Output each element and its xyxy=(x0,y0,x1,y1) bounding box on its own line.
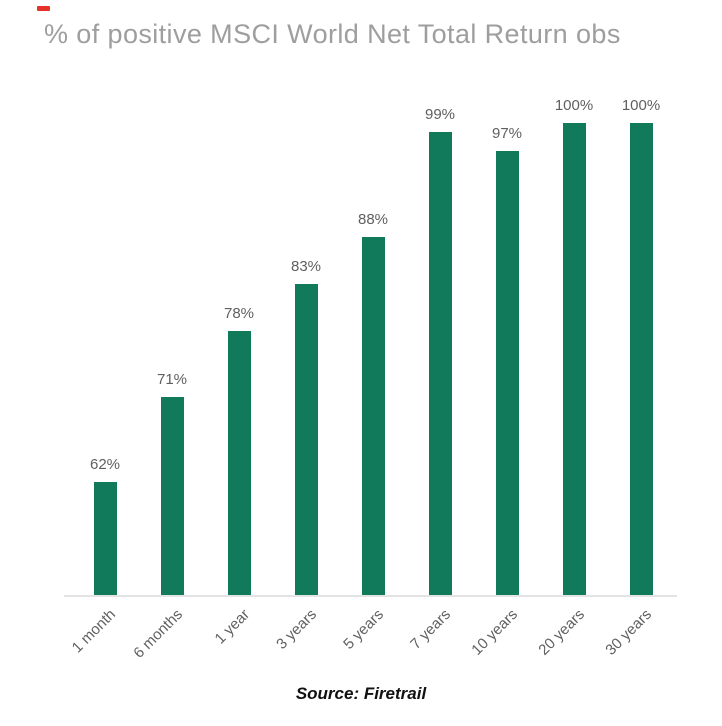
chart-title: % of positive MSCI World Net Total Retur… xyxy=(44,19,621,49)
bar-value-label: 100% xyxy=(554,97,594,114)
x-tick-label: 1 year xyxy=(211,606,254,648)
bar-value-label: 99% xyxy=(424,106,456,123)
bar xyxy=(227,331,251,596)
source-note: Source: Firetrail xyxy=(295,684,427,703)
x-tick-label: 3 years xyxy=(273,606,321,653)
bar xyxy=(495,151,519,596)
x-tick-label: 20 years xyxy=(535,606,589,659)
x-axis-line xyxy=(64,595,677,597)
x-tick-label: 7 years xyxy=(407,606,455,653)
bar-value-label: 100% xyxy=(621,97,661,114)
bar xyxy=(160,397,184,596)
bar-value-label: 83% xyxy=(290,258,322,275)
bar-value-label: 88% xyxy=(357,211,389,228)
x-tick-label: 30 years xyxy=(602,606,656,659)
x-tick-label: 6 months xyxy=(130,606,187,662)
bar-value-label: 62% xyxy=(89,456,121,473)
bar xyxy=(294,284,318,596)
bar-value-label: 97% xyxy=(491,125,523,142)
bar-value-label: 71% xyxy=(156,371,188,388)
bar xyxy=(361,237,385,596)
bar xyxy=(428,132,452,596)
red-dash-mark xyxy=(37,6,50,11)
x-tick-label: 1 month xyxy=(68,606,120,657)
x-tick-label: 10 years xyxy=(468,606,522,659)
bar xyxy=(562,123,586,596)
bar xyxy=(629,123,653,596)
x-tick-label: 5 years xyxy=(340,606,388,653)
bar-value-label: 78% xyxy=(223,305,255,322)
bar xyxy=(93,482,117,596)
